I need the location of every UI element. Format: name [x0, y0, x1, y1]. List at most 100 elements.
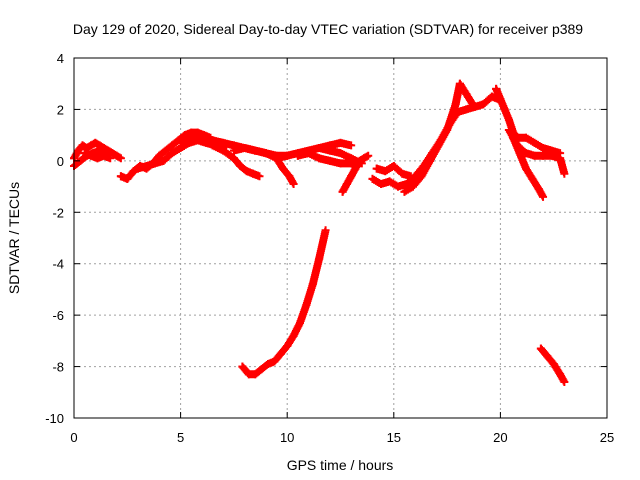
data-point [528, 174, 537, 183]
data-point [285, 172, 294, 181]
data-point [417, 172, 426, 181]
data-point [556, 370, 565, 379]
data-point [547, 151, 556, 160]
data-point [123, 174, 132, 183]
data-point [336, 159, 345, 168]
data-point [159, 156, 168, 165]
data-point [251, 146, 260, 155]
data-point [468, 100, 477, 109]
series-track-17 [492, 84, 565, 158]
data-point [249, 169, 258, 178]
data-point [426, 156, 435, 165]
data-point [451, 100, 460, 109]
x-tick-label: 15 [387, 430, 401, 445]
y-tick-label: 2 [57, 102, 64, 117]
data-point [521, 133, 530, 142]
data-point [302, 300, 311, 309]
plot-frame [73, 57, 608, 419]
data-point [255, 172, 264, 181]
data-point [539, 151, 548, 160]
data-point [347, 141, 356, 150]
data-point [543, 352, 552, 361]
y-tick-label: -8 [52, 360, 64, 375]
y-tick-label: 4 [57, 51, 64, 66]
data-point [368, 174, 377, 183]
data-point [556, 154, 565, 163]
data-point [308, 280, 317, 289]
data-point [238, 362, 247, 371]
data-point [351, 164, 360, 173]
data-point [443, 126, 452, 134]
data-point [347, 154, 356, 163]
data-point [560, 378, 569, 386]
data-point [549, 360, 558, 368]
data-point [95, 146, 104, 155]
series-markers [492, 84, 563, 157]
data-point [289, 331, 298, 340]
data-point [219, 146, 228, 155]
data-point [355, 156, 364, 165]
axis-ticks [73, 57, 608, 419]
data-point [515, 149, 524, 158]
data-point [560, 169, 569, 178]
data-point [161, 146, 170, 155]
data-point [385, 177, 394, 186]
data-point [394, 182, 403, 191]
data-point [142, 162, 151, 170]
data-point [321, 226, 330, 235]
data-point [133, 164, 142, 173]
series-track-9 [272, 154, 298, 188]
data-points [70, 79, 569, 386]
data-point [338, 187, 347, 196]
data-point [261, 149, 270, 158]
data-point [434, 141, 443, 150]
data-point [99, 151, 108, 160]
data-point [336, 149, 345, 158]
data-point [315, 154, 324, 163]
y-tick-label: -6 [52, 308, 64, 323]
series-track-16 [400, 79, 477, 196]
series-track-14 [368, 92, 503, 191]
data-point [389, 162, 398, 170]
data-point [116, 154, 125, 163]
data-point [219, 138, 228, 147]
data-point [229, 154, 238, 163]
data-point [240, 144, 249, 152]
data-point [74, 146, 83, 155]
data-point [496, 95, 505, 104]
series-track-7 [208, 141, 264, 181]
x-tick-label: 20 [493, 430, 507, 445]
data-point [242, 167, 251, 176]
data-point [197, 133, 206, 142]
data-point [93, 154, 102, 163]
data-point [462, 90, 471, 98]
data-point [293, 151, 302, 160]
data-point [236, 162, 245, 170]
data-point [168, 141, 177, 150]
data-point [530, 138, 539, 147]
data-point [325, 156, 334, 165]
data-point [257, 365, 266, 374]
data-point [78, 141, 87, 150]
data-point [530, 151, 539, 160]
series-markers [238, 228, 330, 379]
data-point [539, 192, 548, 201]
data-point [455, 79, 464, 88]
data-point [315, 254, 324, 263]
data-point [347, 172, 356, 181]
data-point [336, 138, 345, 147]
data-point [398, 169, 407, 178]
x-tick-label: 25 [600, 430, 614, 445]
data-point [521, 164, 530, 173]
data-point [87, 141, 96, 150]
data-point [342, 180, 351, 188]
series-track-5 [133, 136, 228, 173]
data-point [504, 126, 513, 134]
data-point [479, 100, 488, 109]
x-tick-label: 0 [70, 430, 77, 445]
series-track-3 [80, 149, 115, 163]
data-point [539, 144, 548, 152]
data-point [492, 84, 501, 93]
data-point [112, 151, 121, 160]
